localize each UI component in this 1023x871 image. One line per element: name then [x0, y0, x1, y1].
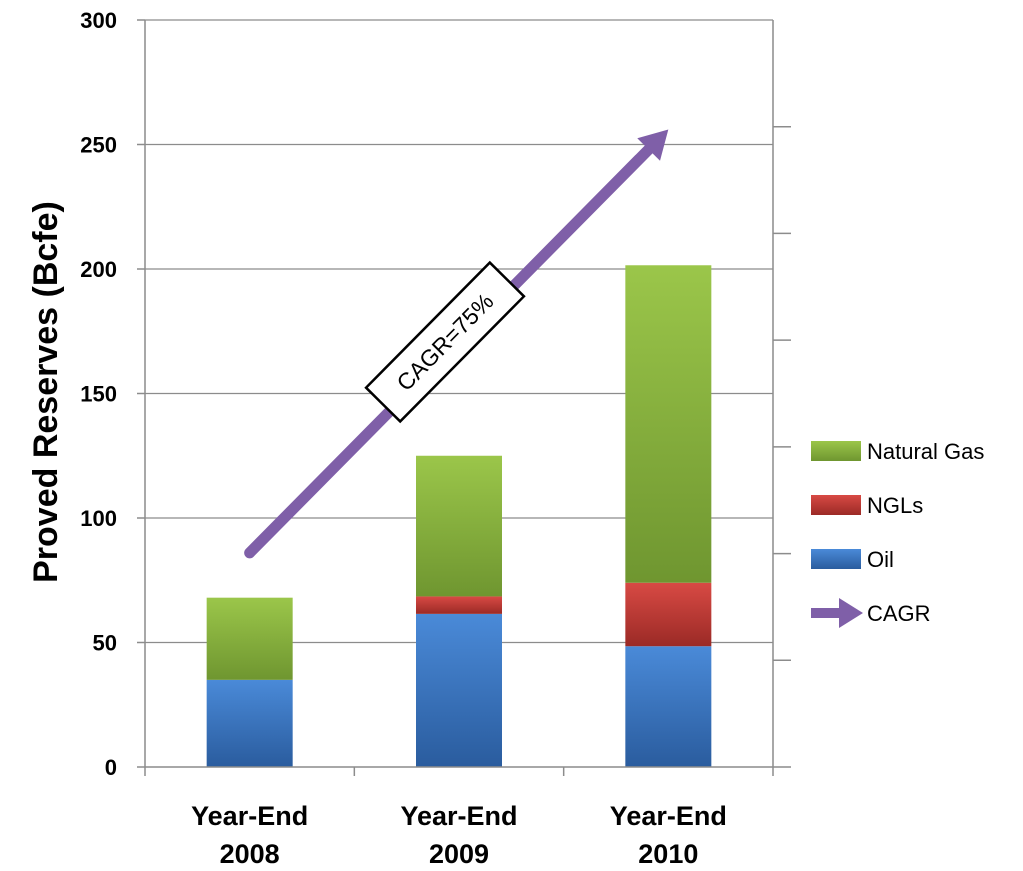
x-category-label: Year-End — [191, 801, 308, 831]
y-axis-label: Proved Reserves (Bcfe) — [27, 201, 65, 583]
cagr-callout: CAGR=75% — [364, 260, 526, 424]
legend: Natural Gas NGLs Oil CAGR — [811, 439, 984, 628]
legend-label: Natural Gas — [867, 439, 984, 464]
y-tick-label: 250 — [80, 133, 117, 158]
cagr-callout-text: CAGR=75% — [391, 288, 498, 396]
bar-segment — [416, 596, 502, 614]
bar-segment — [416, 613, 502, 767]
cagr-callout-box — [364, 260, 526, 424]
x-category-label: 2010 — [638, 839, 698, 869]
x-category-label: 2009 — [429, 839, 489, 869]
legend-swatch — [811, 495, 861, 515]
bar-segment — [206, 597, 293, 680]
x-category-label: Year-End — [400, 801, 517, 831]
cagr-arrow-head — [637, 129, 669, 161]
y-tick-label: 0 — [105, 755, 117, 780]
y-tick-label: 150 — [80, 382, 117, 407]
bar-segment — [625, 582, 712, 647]
legend-label: CAGR — [867, 601, 931, 626]
y-tick-label: 300 — [80, 8, 117, 33]
legend-label: NGLs — [867, 493, 923, 518]
bar-segment — [625, 646, 712, 767]
bars — [206, 265, 712, 767]
y-tick-label: 50 — [93, 631, 117, 656]
x-category-label: 2008 — [220, 839, 280, 869]
bar-segment — [416, 455, 502, 597]
bar-segment — [206, 679, 293, 767]
legend-label: Oil — [867, 547, 894, 572]
axes: Year-End 2008 Year-End 2009 Year-End 2010 — [137, 19, 791, 869]
legend-swatch — [811, 549, 861, 569]
legend-swatch — [811, 441, 861, 461]
x-category-label: Year-End — [610, 801, 727, 831]
gridlines: 0 50 100 150 200 250 300 — [80, 8, 773, 780]
legend-arrow-head — [839, 598, 863, 628]
bar-segment — [625, 265, 712, 583]
y-tick-label: 200 — [80, 257, 117, 282]
y-tick-label: 100 — [80, 506, 117, 531]
